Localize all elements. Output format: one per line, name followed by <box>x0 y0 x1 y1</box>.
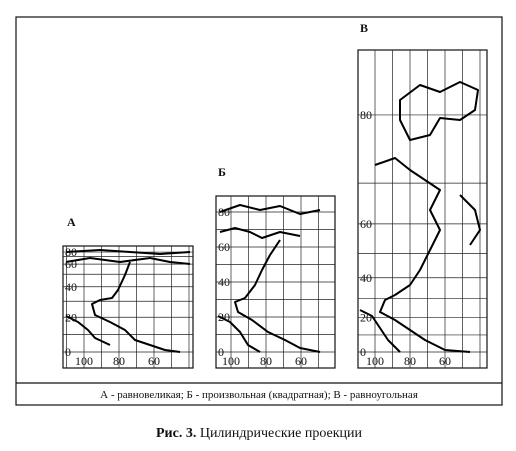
lat-label: 40 <box>218 275 230 289</box>
lat-label: 0 <box>65 345 71 359</box>
caption: Рис. 3. Цилиндрические проекции <box>156 426 363 441</box>
caption-text: Цилиндрические проекции <box>200 426 363 441</box>
lon-label: 80 <box>113 354 125 368</box>
lat-label: 20 <box>65 310 77 324</box>
coastline <box>374 157 471 353</box>
lon-label: 60 <box>148 354 160 368</box>
coastline <box>399 81 479 141</box>
coastline <box>359 309 401 353</box>
lat-label: 40 <box>360 271 372 285</box>
lat-label: 0 <box>218 345 224 359</box>
panel-label: В <box>360 21 368 35</box>
coastline <box>65 315 111 346</box>
coastline <box>65 257 191 265</box>
lat-label: 80 <box>360 108 372 122</box>
panel-label: Б <box>218 165 226 179</box>
lon-label: 60 <box>439 354 451 368</box>
lat-label: 80 <box>65 245 77 259</box>
lat-label: 40 <box>65 280 77 294</box>
coastline <box>65 249 191 255</box>
lat-label: 0 <box>360 345 366 359</box>
lon-label: 100 <box>366 354 384 368</box>
lat-label: 80 <box>218 205 230 219</box>
lon-label: 80 <box>404 354 416 368</box>
caption-number: Рис. 3. <box>156 426 196 441</box>
lon-label: 100 <box>222 354 240 368</box>
lat-label: 60 <box>218 240 230 254</box>
lon-label: 100 <box>75 354 93 368</box>
coastline <box>459 194 481 246</box>
panel-frame <box>357 49 488 369</box>
panel-frame <box>62 245 194 369</box>
lat-label: 60 <box>65 257 77 271</box>
coastline <box>219 204 321 215</box>
lon-label: 60 <box>295 354 307 368</box>
figure-frame <box>15 16 503 406</box>
coastline <box>219 227 301 239</box>
legend: А - равновеликая; Б - произвольная (квад… <box>100 389 418 401</box>
coastline <box>234 239 321 353</box>
lat-label: 60 <box>360 217 372 231</box>
coastline <box>217 315 261 353</box>
lat-label: 20 <box>360 310 372 324</box>
panel-label: А <box>67 215 76 229</box>
lat-label: 20 <box>218 310 230 324</box>
lon-label: 80 <box>260 354 272 368</box>
coastline <box>91 261 181 353</box>
